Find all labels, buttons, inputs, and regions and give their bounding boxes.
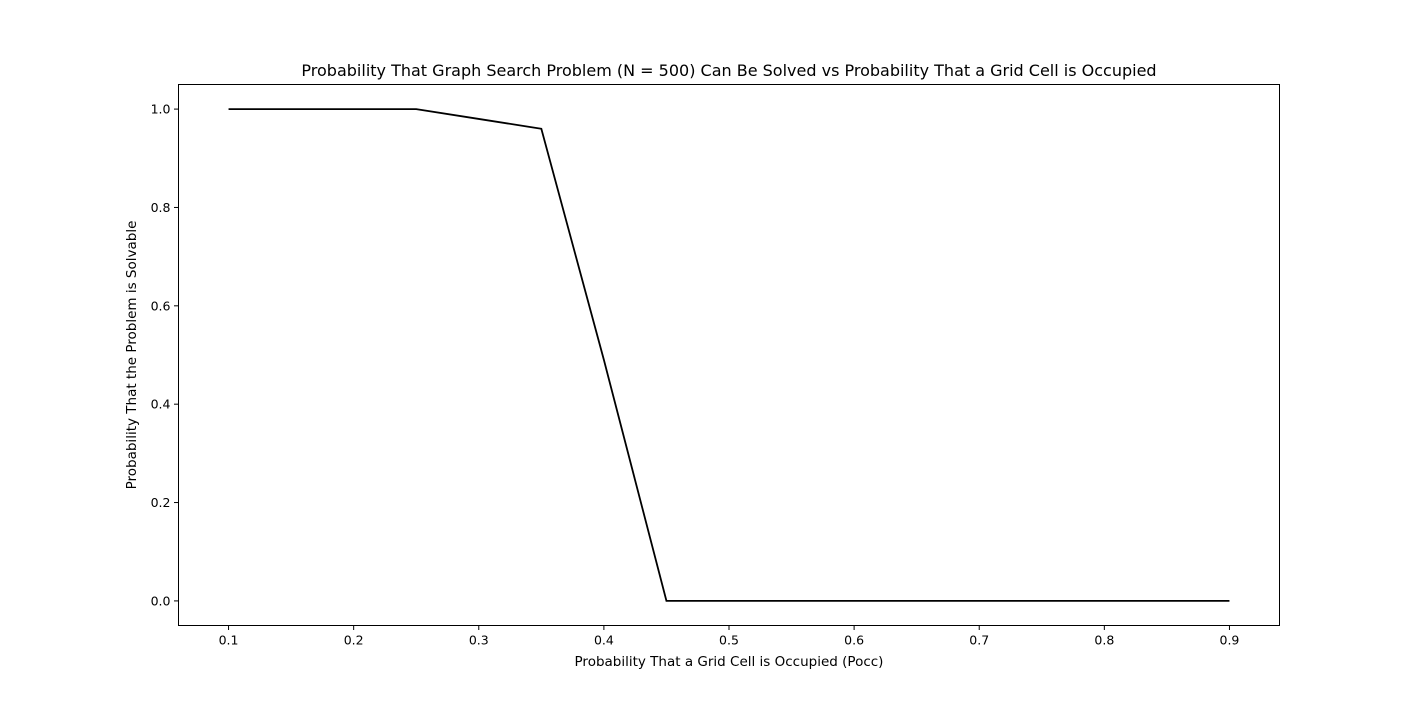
x-axis-label: Probability That a Grid Cell is Occupied… [575, 654, 884, 670]
x-tick-label: 0.8 [1094, 633, 1114, 648]
y-axis-label: Probability That the Problem is Solvable [124, 221, 140, 490]
x-tick-label: 0.6 [844, 633, 864, 648]
x-tick-label: 0.7 [969, 633, 989, 648]
x-axis: 0.1 0.2 0.3 0.4 0.5 0.6 0.7 0.8 0.9 [219, 625, 1240, 648]
y-tick-label: 0.6 [151, 298, 171, 313]
y-tick-label: 0.2 [151, 495, 171, 510]
y-tick-label: 1.0 [151, 102, 171, 117]
y-tick-label: 0.8 [151, 200, 171, 215]
y-axis: 0.0 0.2 0.4 0.6 0.8 1.0 [151, 102, 179, 608]
chart-title: Probability That Graph Search Problem (N… [301, 61, 1156, 80]
y-tick-label: 0.0 [151, 593, 171, 608]
y-tick-label: 0.4 [151, 397, 171, 412]
x-tick-label: 0.9 [1220, 633, 1240, 648]
x-tick-label: 0.2 [344, 633, 364, 648]
series-line [228, 108, 1230, 602]
plot-area [228, 108, 1230, 602]
x-tick-label: 0.1 [219, 633, 239, 648]
plot-frame [178, 84, 1280, 626]
x-tick-label: 0.4 [594, 633, 614, 648]
x-tick-label: 0.3 [469, 633, 489, 648]
x-tick-label: 0.5 [719, 633, 739, 648]
